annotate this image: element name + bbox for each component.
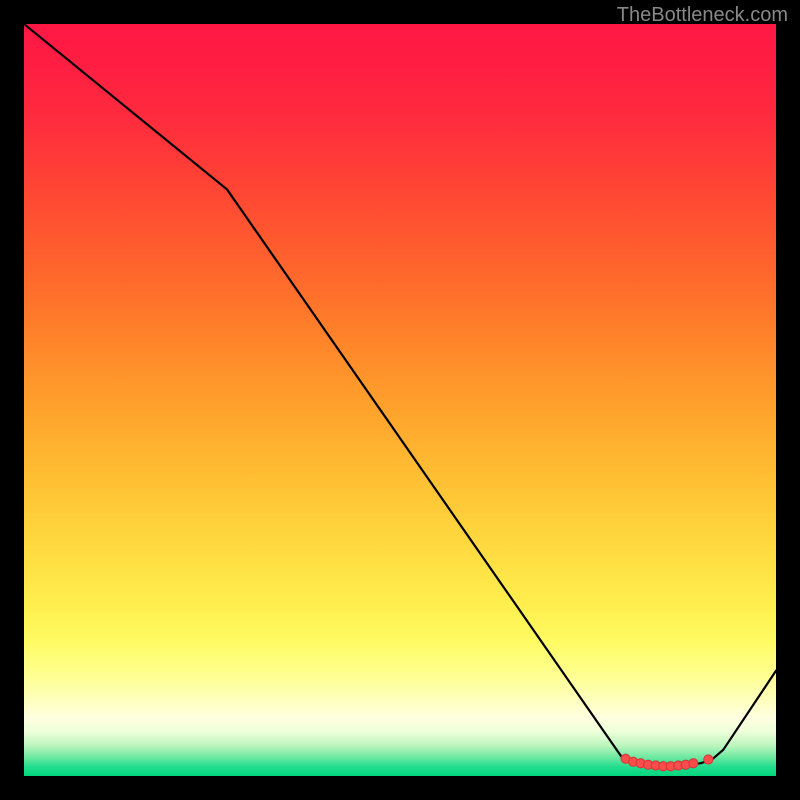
chart-container: { "meta": { "watermark_text": "TheBottle… <box>0 0 800 800</box>
marker-point <box>704 755 713 764</box>
watermark-text: TheBottleneck.com <box>617 4 788 27</box>
marker-point <box>689 759 698 768</box>
chart-svg <box>24 24 776 776</box>
plot-area <box>24 24 776 776</box>
bottleneck-curve <box>24 24 776 766</box>
